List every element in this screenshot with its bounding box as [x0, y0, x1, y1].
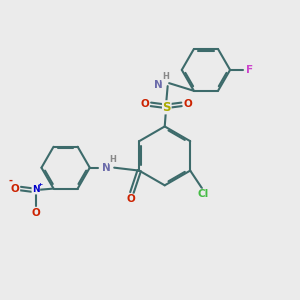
- Text: O: O: [32, 208, 40, 218]
- Text: H: H: [162, 72, 169, 81]
- Text: F: F: [246, 65, 254, 75]
- Text: N: N: [32, 185, 40, 194]
- Text: O: O: [126, 194, 135, 204]
- Text: S: S: [163, 101, 171, 114]
- Text: N: N: [154, 80, 163, 90]
- Text: H: H: [109, 155, 116, 164]
- Text: +: +: [38, 182, 43, 187]
- Text: N: N: [102, 163, 110, 173]
- Text: Cl: Cl: [198, 189, 209, 199]
- Text: -: -: [8, 176, 12, 186]
- Text: O: O: [140, 99, 149, 109]
- Text: O: O: [11, 184, 20, 194]
- Text: O: O: [184, 99, 192, 109]
